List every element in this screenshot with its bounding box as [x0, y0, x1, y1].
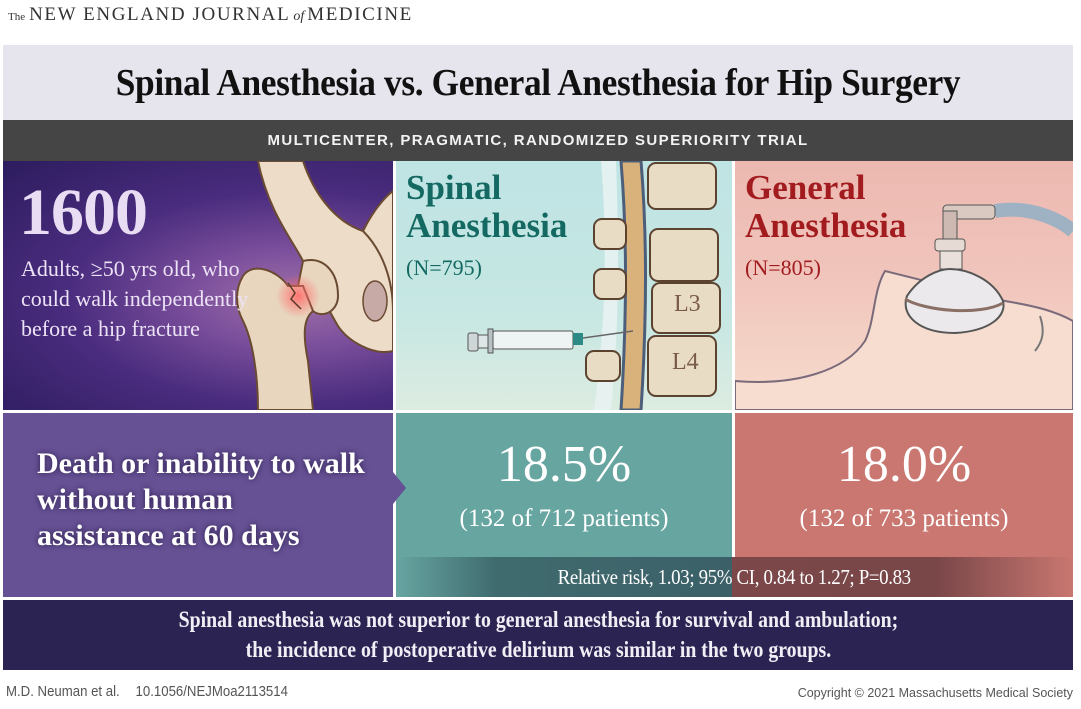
general-result-percent: 18.0% — [836, 436, 972, 493]
outcome-arrow-icon — [393, 472, 406, 504]
spinal-result-percent: 18.5% — [496, 436, 632, 493]
conclusion-line-1: Spinal anesthesia was not superior to ge… — [178, 607, 898, 632]
population-panel: 1600 Adults, ≥50 yrs old, who could walk… — [3, 161, 393, 410]
participant-count: 1600 — [19, 176, 148, 249]
rr-strip-spinal — [396, 557, 732, 597]
primary-outcome-label: Death or inability to walk without human… — [37, 447, 365, 552]
authors: M.D. Neuman et al. — [6, 683, 120, 700]
conclusion-line-2: the incidence of postoperative delirium … — [245, 637, 831, 662]
doi-link[interactable]: 10.1056/NEJMoa2113514 — [135, 683, 288, 700]
masthead-part1: NEW ENGLAND JOURNAL — [29, 4, 291, 25]
relative-risk-strip — [396, 557, 1073, 597]
relative-risk-text: Relative risk, 1.03; 95% CI, 0.84 to 1.2… — [557, 564, 912, 589]
masthead-of: of — [293, 9, 305, 24]
general-result-cell: 18.0% (132 of 733 patients) — [735, 413, 1073, 557]
masthead-the: The — [8, 11, 26, 23]
conclusion-band: Spinal anesthesia was not superior to ge… — [3, 600, 1073, 670]
spinal-arm-n: (N=795) — [406, 255, 482, 280]
journal-masthead: The NEW ENGLAND JOURNAL of MEDICINE — [8, 4, 413, 26]
title-band: Spinal Anesthesia vs. General Anesthesia… — [3, 45, 1073, 120]
spinal-result-cell: 18.5% (132 of 712 patients) — [396, 413, 732, 557]
trial-design-subtitle: MULTICENTER, PRAGMATIC, RANDOMIZED SUPER… — [267, 132, 809, 149]
general-anesthesia-panel: General Anesthesia (N=805) — [735, 161, 1073, 410]
subtitle-band: MULTICENTER, PRAGMATIC, RANDOMIZED SUPER… — [3, 120, 1073, 161]
conclusion-text: Spinal anesthesia was not superior to ge… — [3, 600, 1073, 670]
spinal-arm-name: Spinal Anesthesia — [406, 168, 568, 245]
rr-strip-general — [732, 557, 1073, 597]
masthead-part2: MEDICINE — [307, 4, 413, 25]
spine-syringe-illustration-icon: L3 L4 — [467, 161, 721, 410]
population-description: Adults, ≥50 yrs old, who could walk inde… — [21, 256, 249, 341]
general-arm-name: General Anesthesia — [745, 168, 907, 245]
general-arm-n: (N=805) — [745, 255, 821, 280]
svg-text:L3: L3 — [674, 291, 701, 317]
citation: M.D. Neuman et al. 10.1056/NEJMoa2113514 — [6, 683, 288, 700]
primary-outcome-cell: Death or inability to walk without human… — [3, 413, 393, 597]
copyright: Copyright © 2021 Massachusetts Medical S… — [797, 686, 1073, 700]
hip-fracture-illustration-icon — [236, 161, 393, 410]
spinal-anesthesia-panel: L3 L4 Spinal Anesthesia (N=795) — [396, 161, 732, 410]
general-result-count: (132 of 733 patients) — [799, 505, 1009, 532]
spinal-result-count: (132 of 712 patients) — [459, 505, 669, 532]
svg-text:L4: L4 — [672, 349, 699, 375]
anesthesia-mask-illustration-icon — [735, 202, 1073, 410]
page-title: Spinal Anesthesia vs. General Anesthesia… — [115, 61, 961, 104]
